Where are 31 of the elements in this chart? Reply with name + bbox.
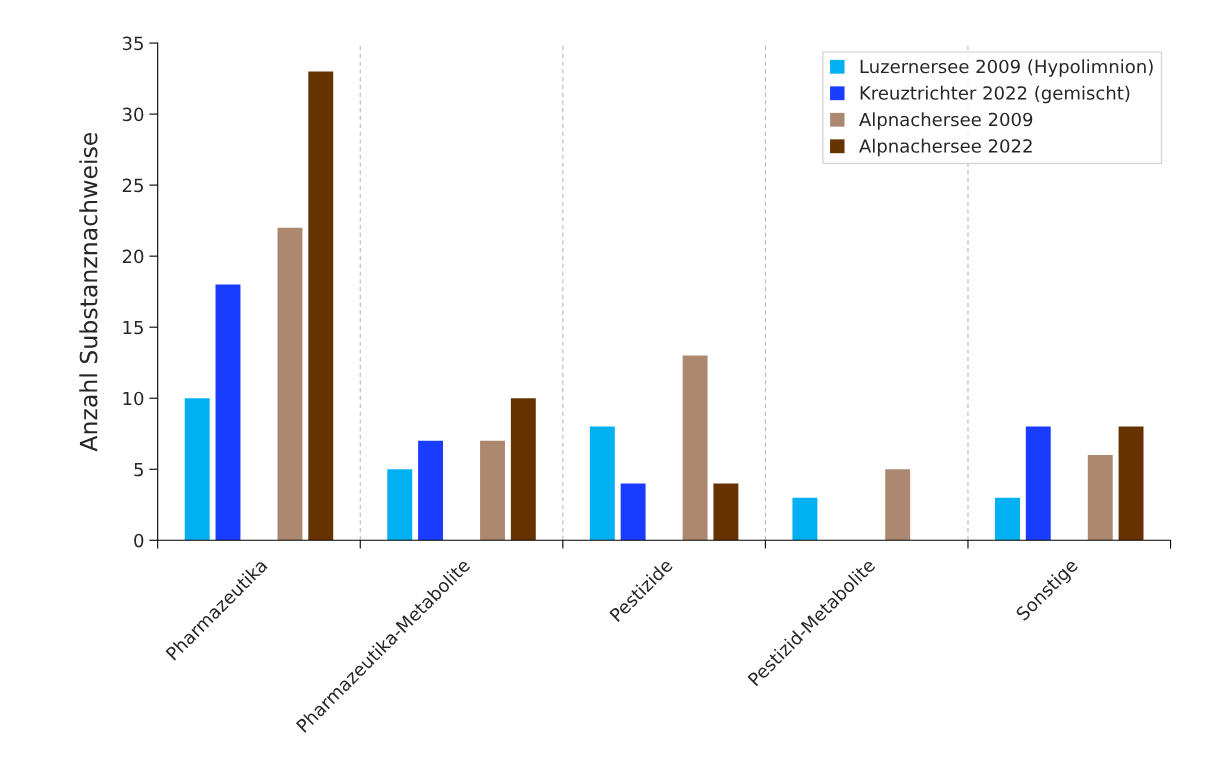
legend-label: Kreuztrichter 2022 (gemischt) bbox=[860, 85, 1130, 104]
bar bbox=[682, 355, 708, 541]
bar bbox=[713, 483, 739, 541]
bar bbox=[792, 497, 818, 541]
legend-label: Luzernersee 2009 (Hypolimnion) bbox=[860, 59, 1153, 77]
legend-label: Alpnachersee 2022 bbox=[859, 138, 1032, 157]
bar bbox=[418, 440, 444, 541]
bar bbox=[480, 440, 505, 541]
bar bbox=[215, 284, 241, 541]
y-tick-label: 25 bbox=[122, 178, 143, 193]
y-axis-title: Anzahl Substanznachweise bbox=[79, 132, 98, 452]
bar bbox=[510, 398, 536, 541]
legend-label: Alpnachersee 2009 bbox=[859, 112, 1033, 130]
y-tick-label: 20 bbox=[122, 249, 144, 264]
bar bbox=[1087, 455, 1113, 541]
y-tick-label: 15 bbox=[123, 320, 143, 335]
bar bbox=[1118, 426, 1144, 541]
y-tick-label: 0 bbox=[134, 533, 144, 548]
bar bbox=[184, 398, 210, 541]
bar bbox=[995, 497, 1020, 541]
y-tick-label: 10 bbox=[123, 391, 144, 406]
bar bbox=[387, 469, 413, 541]
bar bbox=[620, 483, 646, 541]
bar bbox=[885, 469, 911, 541]
y-tick-label: 35 bbox=[122, 36, 143, 51]
bar bbox=[1025, 426, 1051, 541]
bar bbox=[589, 426, 615, 541]
bar bbox=[308, 71, 334, 541]
y-tick-label: 5 bbox=[134, 462, 143, 477]
bar bbox=[277, 227, 303, 541]
y-tick-label: 30 bbox=[122, 107, 144, 122]
